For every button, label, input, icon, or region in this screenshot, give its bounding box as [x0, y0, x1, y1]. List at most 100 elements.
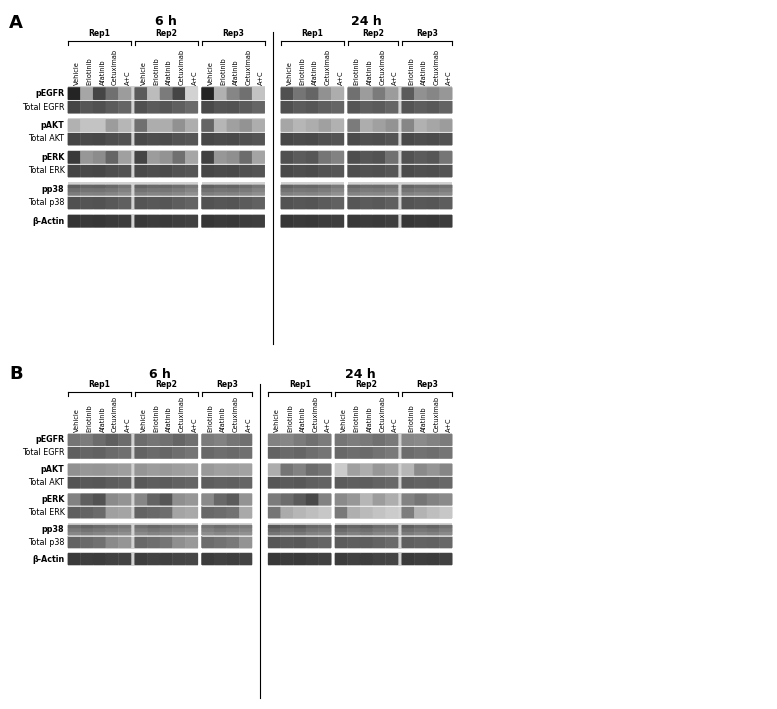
FancyBboxPatch shape: [331, 191, 344, 196]
FancyBboxPatch shape: [134, 191, 148, 196]
FancyBboxPatch shape: [106, 525, 119, 529]
FancyBboxPatch shape: [80, 528, 93, 532]
FancyBboxPatch shape: [268, 536, 281, 548]
Text: 6 h: 6 h: [155, 16, 177, 28]
FancyBboxPatch shape: [201, 188, 214, 192]
FancyBboxPatch shape: [214, 553, 227, 565]
FancyBboxPatch shape: [80, 87, 93, 100]
FancyBboxPatch shape: [331, 196, 344, 209]
Bar: [202, 552, 252, 566]
FancyBboxPatch shape: [280, 464, 294, 476]
FancyBboxPatch shape: [93, 553, 106, 565]
FancyBboxPatch shape: [280, 101, 294, 113]
Bar: [348, 182, 452, 210]
FancyBboxPatch shape: [440, 447, 452, 459]
FancyBboxPatch shape: [306, 101, 319, 113]
Bar: [68, 433, 197, 459]
FancyBboxPatch shape: [360, 493, 373, 506]
FancyBboxPatch shape: [440, 151, 452, 164]
FancyBboxPatch shape: [306, 151, 319, 164]
FancyBboxPatch shape: [106, 536, 119, 548]
FancyBboxPatch shape: [252, 151, 265, 164]
Bar: [202, 118, 264, 146]
FancyBboxPatch shape: [440, 188, 452, 192]
FancyBboxPatch shape: [385, 215, 399, 228]
FancyBboxPatch shape: [414, 528, 427, 532]
FancyBboxPatch shape: [214, 434, 227, 446]
FancyBboxPatch shape: [373, 493, 385, 506]
FancyBboxPatch shape: [201, 464, 214, 476]
Bar: [281, 86, 343, 114]
FancyBboxPatch shape: [227, 506, 239, 518]
FancyBboxPatch shape: [68, 525, 81, 529]
FancyBboxPatch shape: [427, 476, 440, 489]
FancyBboxPatch shape: [280, 164, 294, 177]
FancyBboxPatch shape: [147, 188, 160, 192]
FancyBboxPatch shape: [118, 196, 131, 209]
Bar: [335, 493, 452, 519]
FancyBboxPatch shape: [68, 101, 81, 113]
FancyBboxPatch shape: [360, 87, 373, 100]
FancyBboxPatch shape: [68, 536, 81, 548]
FancyBboxPatch shape: [160, 151, 172, 164]
Text: Afatinib: Afatinib: [233, 60, 239, 85]
Bar: [68, 214, 197, 228]
Text: Vehicle: Vehicle: [74, 408, 80, 432]
FancyBboxPatch shape: [239, 536, 253, 548]
FancyBboxPatch shape: [268, 434, 281, 446]
FancyBboxPatch shape: [252, 184, 265, 189]
FancyBboxPatch shape: [252, 215, 265, 228]
FancyBboxPatch shape: [214, 119, 227, 132]
FancyBboxPatch shape: [160, 493, 172, 506]
FancyBboxPatch shape: [440, 191, 452, 196]
FancyBboxPatch shape: [385, 536, 399, 548]
FancyBboxPatch shape: [227, 215, 239, 228]
Text: Rep3: Rep3: [216, 380, 238, 389]
FancyBboxPatch shape: [185, 188, 198, 192]
FancyBboxPatch shape: [93, 151, 106, 164]
FancyBboxPatch shape: [68, 434, 81, 446]
FancyBboxPatch shape: [80, 476, 93, 489]
FancyBboxPatch shape: [118, 215, 131, 228]
FancyBboxPatch shape: [427, 196, 440, 209]
FancyBboxPatch shape: [360, 184, 373, 189]
FancyBboxPatch shape: [172, 191, 186, 196]
FancyBboxPatch shape: [201, 506, 214, 518]
FancyBboxPatch shape: [385, 532, 399, 535]
FancyBboxPatch shape: [185, 525, 198, 529]
FancyBboxPatch shape: [134, 476, 148, 489]
FancyBboxPatch shape: [227, 532, 239, 535]
FancyBboxPatch shape: [373, 101, 385, 113]
FancyBboxPatch shape: [93, 447, 106, 459]
FancyBboxPatch shape: [347, 434, 361, 446]
FancyBboxPatch shape: [201, 476, 214, 489]
FancyBboxPatch shape: [185, 164, 198, 177]
Text: Vehicle: Vehicle: [141, 61, 147, 85]
FancyBboxPatch shape: [227, 447, 239, 459]
FancyBboxPatch shape: [347, 184, 361, 189]
FancyBboxPatch shape: [360, 528, 373, 532]
FancyBboxPatch shape: [385, 101, 399, 113]
Text: Rep2: Rep2: [155, 380, 177, 389]
Text: Cetuximab: Cetuximab: [434, 396, 439, 432]
FancyBboxPatch shape: [440, 87, 452, 100]
FancyBboxPatch shape: [93, 119, 106, 132]
FancyBboxPatch shape: [80, 184, 93, 189]
FancyBboxPatch shape: [335, 532, 347, 535]
FancyBboxPatch shape: [347, 188, 361, 192]
Bar: [268, 493, 331, 519]
FancyBboxPatch shape: [414, 536, 427, 548]
FancyBboxPatch shape: [118, 528, 131, 532]
FancyBboxPatch shape: [68, 215, 81, 228]
FancyBboxPatch shape: [172, 447, 186, 459]
Text: pERK: pERK: [41, 153, 64, 162]
FancyBboxPatch shape: [106, 447, 119, 459]
Bar: [281, 118, 343, 146]
Text: Rep1: Rep1: [301, 29, 323, 38]
FancyBboxPatch shape: [201, 151, 214, 164]
FancyBboxPatch shape: [280, 151, 294, 164]
FancyBboxPatch shape: [440, 434, 452, 446]
Text: Erlotinib: Erlotinib: [408, 57, 414, 85]
FancyBboxPatch shape: [93, 191, 106, 196]
FancyBboxPatch shape: [214, 215, 227, 228]
